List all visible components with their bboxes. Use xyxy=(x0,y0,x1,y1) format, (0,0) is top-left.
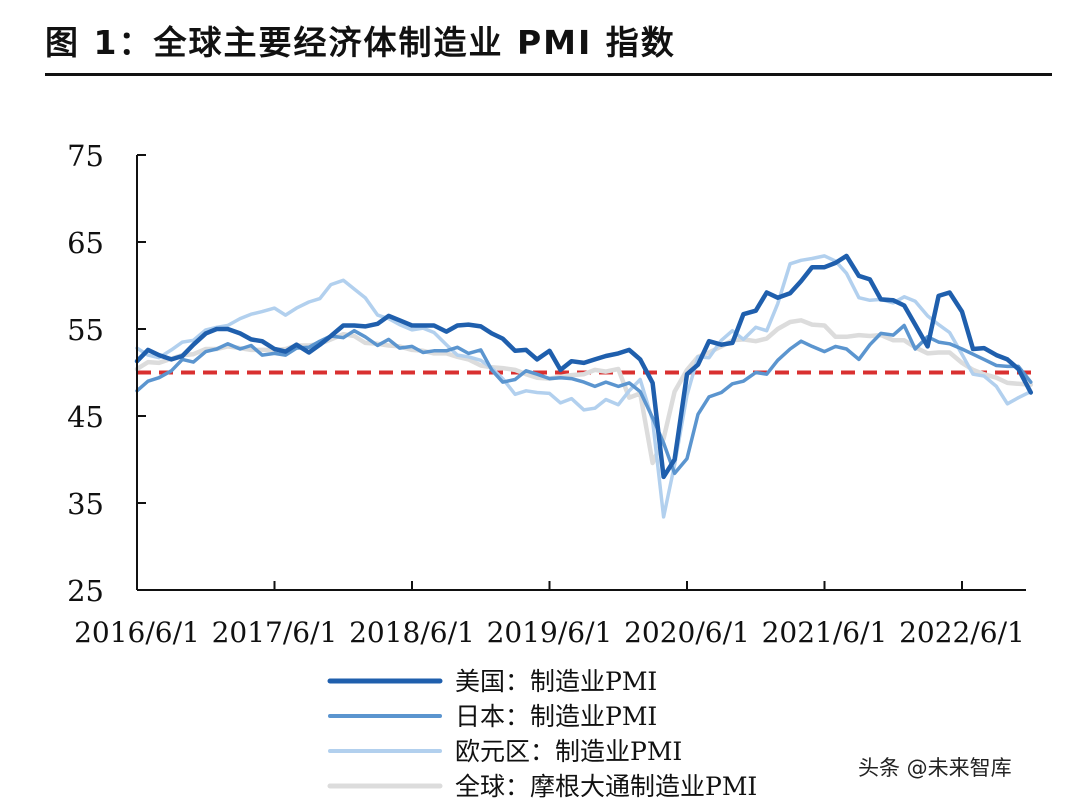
legend-label-2: 欧元区：制造业PMI xyxy=(455,737,682,766)
y-tick-label: 75 xyxy=(67,139,104,173)
y-tick-label: 45 xyxy=(67,400,104,434)
legend-label-3: 全球：摩根大通制造业PMI xyxy=(455,772,757,801)
x-tick-label: 2017/6/1 xyxy=(212,616,338,649)
y-tick-label: 25 xyxy=(67,574,104,608)
legend-label-0: 美国：制造业PMI xyxy=(455,667,657,696)
y-tick-label: 55 xyxy=(67,313,104,347)
x-tick-label: 2016/6/1 xyxy=(74,616,200,649)
chart-title: 图 1：全球主要经济体制造业 PMI 指数 xyxy=(45,23,676,62)
x-tick-label: 2020/6/1 xyxy=(624,616,750,649)
y-tick-label: 35 xyxy=(67,487,104,521)
x-tick-label: 2018/6/1 xyxy=(349,616,475,649)
legend-label-1: 日本：制造业PMI xyxy=(455,702,657,731)
x-tick-label: 2022/6/1 xyxy=(899,616,1025,649)
x-tick-label: 2019/6/1 xyxy=(487,616,613,649)
x-tick-label: 2021/6/1 xyxy=(762,616,888,649)
series-line-2 xyxy=(135,254,1033,519)
series-line-0 xyxy=(134,253,1034,480)
watermark: 头条 @未来智库 xyxy=(858,756,1012,780)
y-tick-label: 65 xyxy=(67,226,104,260)
series-line-3 xyxy=(134,318,1034,466)
title-rule xyxy=(45,73,1052,76)
series-line-1 xyxy=(135,323,1033,476)
